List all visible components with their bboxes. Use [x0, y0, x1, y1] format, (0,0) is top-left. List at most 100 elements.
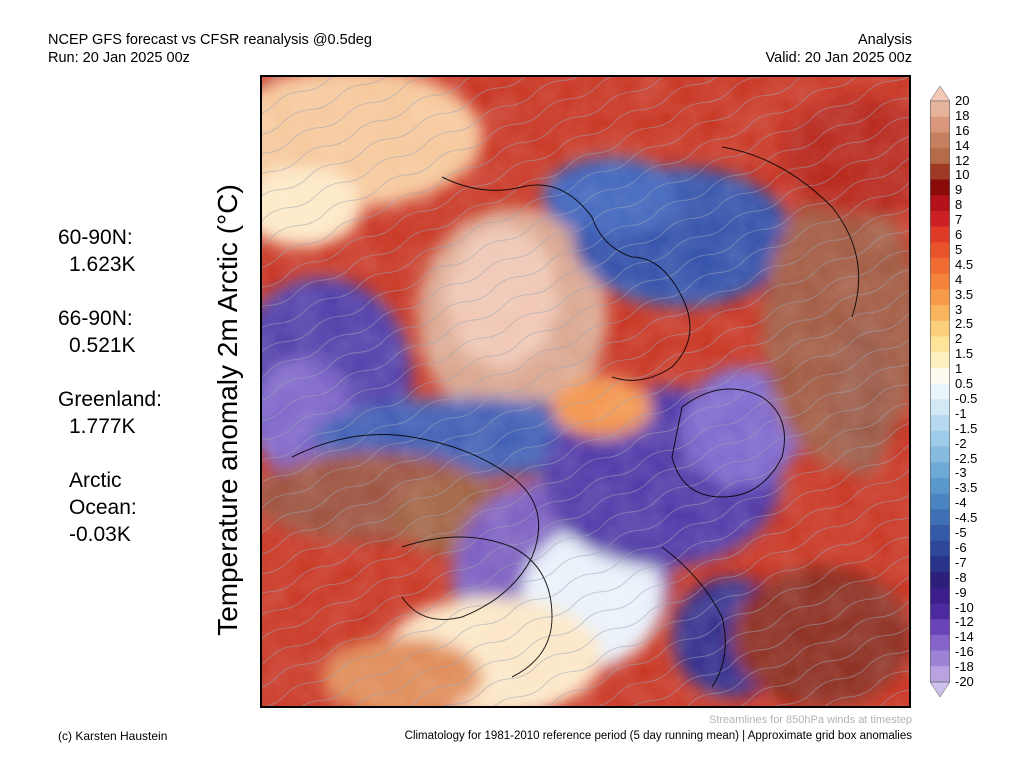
stat-value: -0.03K — [69, 523, 131, 546]
colorbar-cap-bottom — [930, 681, 950, 697]
stat-value: 1.623K — [69, 253, 136, 276]
colorbar-segment — [930, 195, 950, 212]
colorbar-segment — [930, 524, 950, 541]
stat-value: 1.777K — [69, 415, 136, 438]
colorbar-segment — [930, 116, 950, 133]
colorbar-segment — [930, 634, 950, 651]
colorbar-segment — [930, 540, 950, 557]
colorbar-segment — [930, 289, 950, 306]
colorbar-tick-label: 12 — [955, 152, 970, 168]
colorbar-segment — [930, 666, 950, 683]
header-left: NCEP GFS forecast vs CFSR reanalysis @0.… — [48, 31, 372, 67]
colorbar-outline — [930, 100, 950, 683]
colorbar-tick-label: -12 — [955, 614, 974, 630]
colorbar-segment — [930, 477, 950, 494]
streamlines-note: Streamlines for 850hPa winds at timestep — [709, 714, 912, 726]
anomaly-map — [260, 75, 911, 708]
stat-label: 60-90N: — [58, 226, 133, 249]
colorbar-tick-label: -2.5 — [955, 450, 978, 466]
stat-label: Arctic Ocean: — [69, 469, 137, 519]
colorbar-segment — [930, 132, 950, 149]
colorbar-segment — [930, 210, 950, 227]
colorbar-tick-label: 3 — [955, 301, 963, 317]
colorbar-tick-label: -5 — [955, 525, 967, 541]
colorbar-tick-label: -1 — [955, 405, 967, 421]
regional-stats: 60-90N: 1.623K 66-90N: 0.521K Greenland:… — [58, 224, 162, 575]
colorbar-tick-label: -2 — [955, 435, 967, 451]
colorbar-tick-label: -14 — [955, 629, 974, 645]
colorbar-tick-label: 2.5 — [955, 316, 974, 332]
colorbar-segment — [930, 305, 950, 322]
colorbar-tick-label: -4.5 — [955, 510, 978, 526]
colorbar-tick-label: 4 — [955, 271, 963, 287]
colorbar-segment — [930, 446, 950, 463]
colorbar-tick-label: -1.5 — [955, 420, 978, 436]
colorbar-tick-label: 10 — [955, 167, 970, 183]
colorbar-segment — [930, 367, 950, 384]
credit: (c) Karsten Haustein — [58, 729, 168, 743]
colorbar-segment — [930, 336, 950, 353]
colorbar-segment — [930, 619, 950, 636]
colorbar-tick-label: 3.5 — [955, 286, 974, 302]
colorbar — [930, 86, 950, 697]
stat-arctic-ocean: Arctic Ocean: -0.03K — [58, 467, 162, 548]
colorbar-segment — [930, 320, 950, 337]
colorbar-tick-label: -10 — [955, 599, 974, 615]
colorbar-tick-label: 8 — [955, 197, 963, 213]
colorbar-tick-label: 9 — [955, 182, 963, 198]
colorbar-segment — [930, 399, 950, 416]
colorbar-tick-label: -9 — [955, 584, 967, 600]
stat-greenland: Greenland: 1.777K — [58, 386, 162, 440]
run-time: Run: 20 Jan 2025 00z — [48, 50, 190, 66]
map-field — [262, 77, 909, 706]
colorbar-segment — [930, 258, 950, 275]
colorbar-tick-label: 1.5 — [955, 346, 974, 362]
colorbar-tick-label: 2 — [955, 331, 963, 347]
axis-title: Temperature anomaly 2m Arctic (°C) — [212, 184, 243, 636]
colorbar-segment — [930, 273, 950, 290]
stat-60-90n: 60-90N: 1.623K — [58, 224, 162, 278]
colorbar-tick-label: -20 — [955, 674, 974, 689]
colorbar-segment — [930, 462, 950, 479]
valid-time: Valid: 20 Jan 2025 00z — [765, 50, 912, 66]
colorbar-segment — [930, 101, 950, 118]
colorbar-segment — [930, 493, 950, 510]
colorbar-tick-label: -16 — [955, 644, 974, 660]
colorbar-segment — [930, 430, 950, 447]
forecast-title: NCEP GFS forecast vs CFSR reanalysis @0.… — [48, 32, 372, 48]
header-right: Analysis Valid: 20 Jan 2025 00z — [766, 31, 912, 67]
stat-value: 0.521K — [69, 334, 136, 357]
colorbar-segment — [930, 226, 950, 243]
colorbar-segment — [930, 556, 950, 573]
colorbar-tick-label: 16 — [955, 122, 970, 138]
colorbar-tick-label: -8 — [955, 569, 967, 585]
colorbar-tick-label: -3 — [955, 465, 967, 481]
stat-label: Greenland: — [58, 388, 162, 411]
colorbar-tick-label: 4.5 — [955, 256, 974, 272]
colorbar-segment — [930, 572, 950, 589]
colorbar-tick-label: -3.5 — [955, 480, 978, 496]
colorbar-tick-label: -18 — [955, 659, 974, 675]
stat-66-90n: 66-90N: 0.521K — [58, 305, 162, 359]
colorbar-segment — [930, 587, 950, 604]
colorbar-tick-label: 14 — [955, 137, 970, 153]
colorbar-segment — [930, 163, 950, 180]
colorbar-segment — [930, 352, 950, 369]
climatology-note: Climatology for 1981-2010 reference peri… — [404, 730, 912, 742]
analysis-label: Analysis — [858, 32, 912, 48]
colorbar-segment — [930, 242, 950, 259]
colorbar-segment — [930, 179, 950, 196]
colorbar-tick-label: 1 — [955, 361, 963, 377]
colorbar-segment — [930, 148, 950, 165]
stat-label: 66-90N: — [58, 307, 133, 330]
colorbar-tick-label: 18 — [955, 107, 970, 123]
colorbar-segment — [930, 509, 950, 526]
colorbar-tick-label: -7 — [955, 554, 967, 570]
colorbar-segment — [930, 415, 950, 432]
colorbar-segment — [930, 383, 950, 400]
colorbar-tick-label: 0.5 — [955, 376, 974, 392]
colorbar-tick-label: -4 — [955, 495, 967, 511]
colorbar-tick-label: -0.5 — [955, 390, 978, 406]
colorbar-tick-label: 7 — [955, 212, 963, 228]
colorbar-segment — [930, 650, 950, 667]
